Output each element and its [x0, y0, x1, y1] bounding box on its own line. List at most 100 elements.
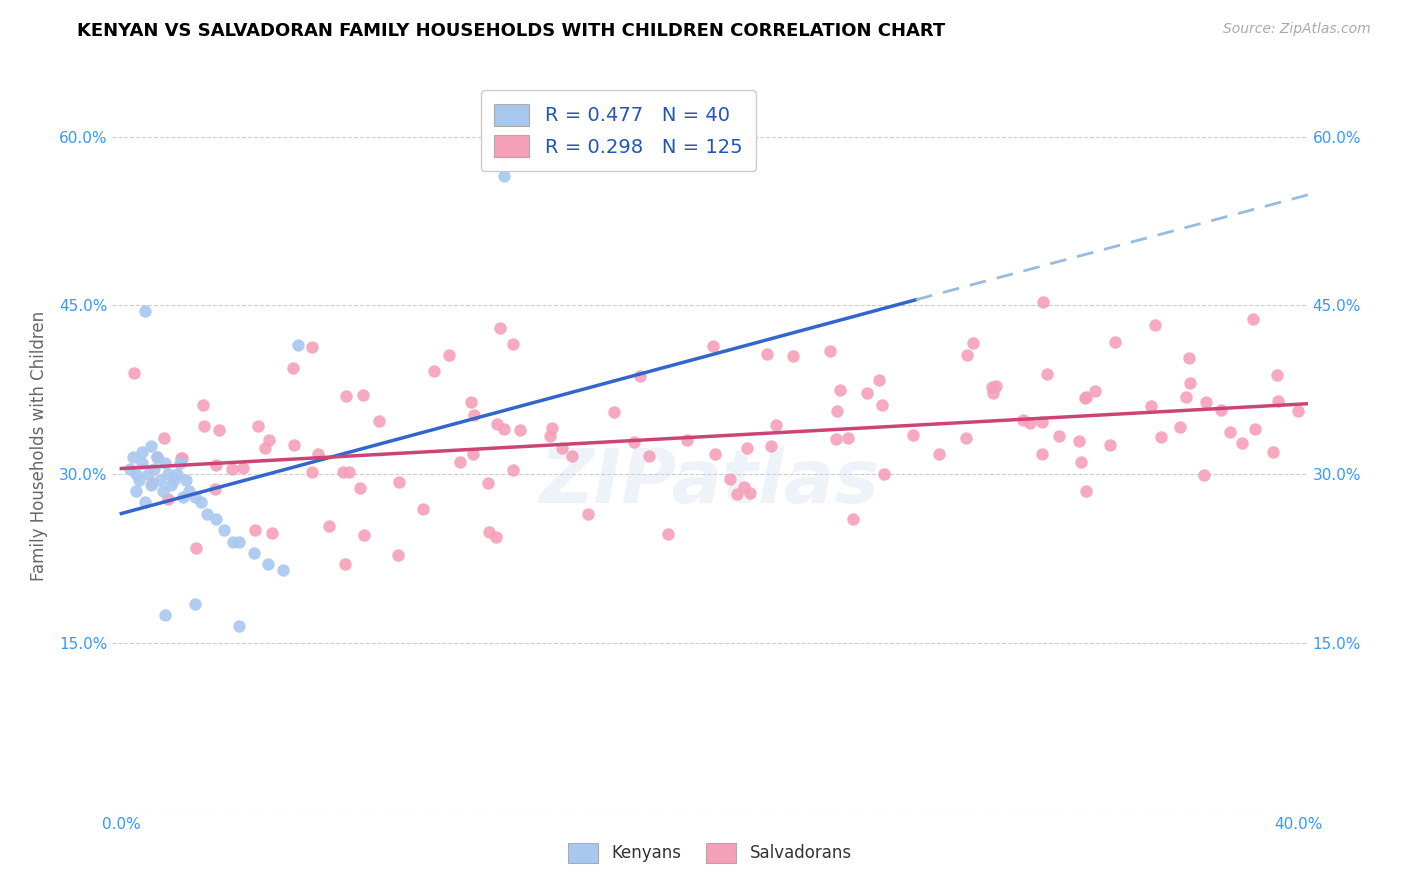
Point — [485, 417, 508, 431]
Point — [737, 441, 759, 455]
Point — [738, 486, 761, 500]
Point — [720, 472, 742, 486]
Point — [449, 455, 471, 469]
Point — [477, 525, 499, 540]
Point — [489, 320, 512, 334]
Point — [125, 467, 148, 482]
Legend: Kenyans, Salvadorans: Kenyans, Salvadorans — [561, 837, 859, 869]
Point — [125, 483, 148, 498]
Point — [155, 456, 177, 470]
Point — [576, 507, 599, 521]
Point — [502, 463, 524, 477]
Point — [349, 481, 371, 495]
Point — [139, 439, 162, 453]
Point — [1104, 334, 1126, 349]
Point — [174, 473, 197, 487]
Text: Source: ZipAtlas.com: Source: ZipAtlas.com — [1223, 22, 1371, 37]
Point — [146, 450, 169, 465]
Point — [157, 467, 180, 482]
Point — [368, 414, 391, 428]
Point — [1031, 415, 1053, 429]
Point — [981, 379, 1004, 393]
Point — [257, 557, 280, 571]
Point — [825, 432, 848, 446]
Point — [122, 366, 145, 380]
Point — [1177, 351, 1199, 365]
Point — [184, 490, 207, 504]
Point — [193, 419, 215, 434]
Point — [195, 507, 218, 521]
Point — [657, 527, 679, 541]
Point — [1267, 394, 1289, 409]
Point — [703, 446, 725, 460]
Point — [388, 475, 411, 490]
Point — [169, 456, 191, 470]
Point — [1195, 395, 1218, 409]
Point — [307, 447, 329, 461]
Point — [676, 433, 699, 447]
Point — [1168, 420, 1191, 434]
Text: ZIPatlas: ZIPatlas — [540, 446, 880, 519]
Point — [1261, 445, 1284, 459]
Point — [1067, 434, 1090, 449]
Point — [204, 458, 226, 473]
Point — [541, 421, 564, 435]
Point — [1286, 404, 1309, 418]
Point — [702, 339, 724, 353]
Point — [122, 450, 145, 465]
Point — [1175, 390, 1198, 404]
Point — [1074, 391, 1097, 405]
Point — [872, 467, 894, 481]
Point — [1241, 312, 1264, 326]
Point — [842, 512, 865, 526]
Point — [222, 534, 245, 549]
Point — [962, 336, 984, 351]
Point — [221, 462, 243, 476]
Point — [1140, 399, 1163, 413]
Point — [301, 341, 323, 355]
Point — [260, 525, 283, 540]
Point — [984, 379, 1007, 393]
Point — [623, 435, 645, 450]
Point — [1219, 425, 1241, 440]
Point — [1150, 430, 1173, 444]
Point — [172, 451, 194, 466]
Point — [1180, 376, 1202, 390]
Point — [956, 348, 979, 362]
Point — [870, 398, 893, 412]
Point — [437, 348, 460, 362]
Point — [242, 546, 264, 560]
Point — [134, 304, 156, 318]
Point — [337, 465, 360, 479]
Point — [460, 394, 482, 409]
Point — [1070, 455, 1092, 469]
Point — [1031, 446, 1053, 460]
Point — [837, 431, 859, 445]
Point — [145, 450, 167, 465]
Point — [818, 343, 841, 358]
Point — [827, 404, 849, 418]
Point — [335, 389, 357, 403]
Point — [333, 557, 356, 571]
Point — [461, 447, 484, 461]
Point — [725, 487, 748, 501]
Point — [509, 424, 531, 438]
Point — [204, 512, 226, 526]
Point — [184, 597, 207, 611]
Point — [477, 475, 499, 490]
Point — [301, 465, 323, 479]
Point — [901, 427, 924, 442]
Point — [128, 473, 150, 487]
Point — [142, 461, 165, 475]
Point — [733, 479, 755, 493]
Point — [156, 492, 179, 507]
Point — [463, 409, 485, 423]
Point — [120, 461, 142, 475]
Point — [190, 495, 212, 509]
Point — [502, 337, 524, 351]
Point — [603, 405, 626, 419]
Point — [246, 419, 269, 434]
Point — [955, 431, 977, 445]
Point — [166, 467, 188, 482]
Point — [551, 441, 574, 455]
